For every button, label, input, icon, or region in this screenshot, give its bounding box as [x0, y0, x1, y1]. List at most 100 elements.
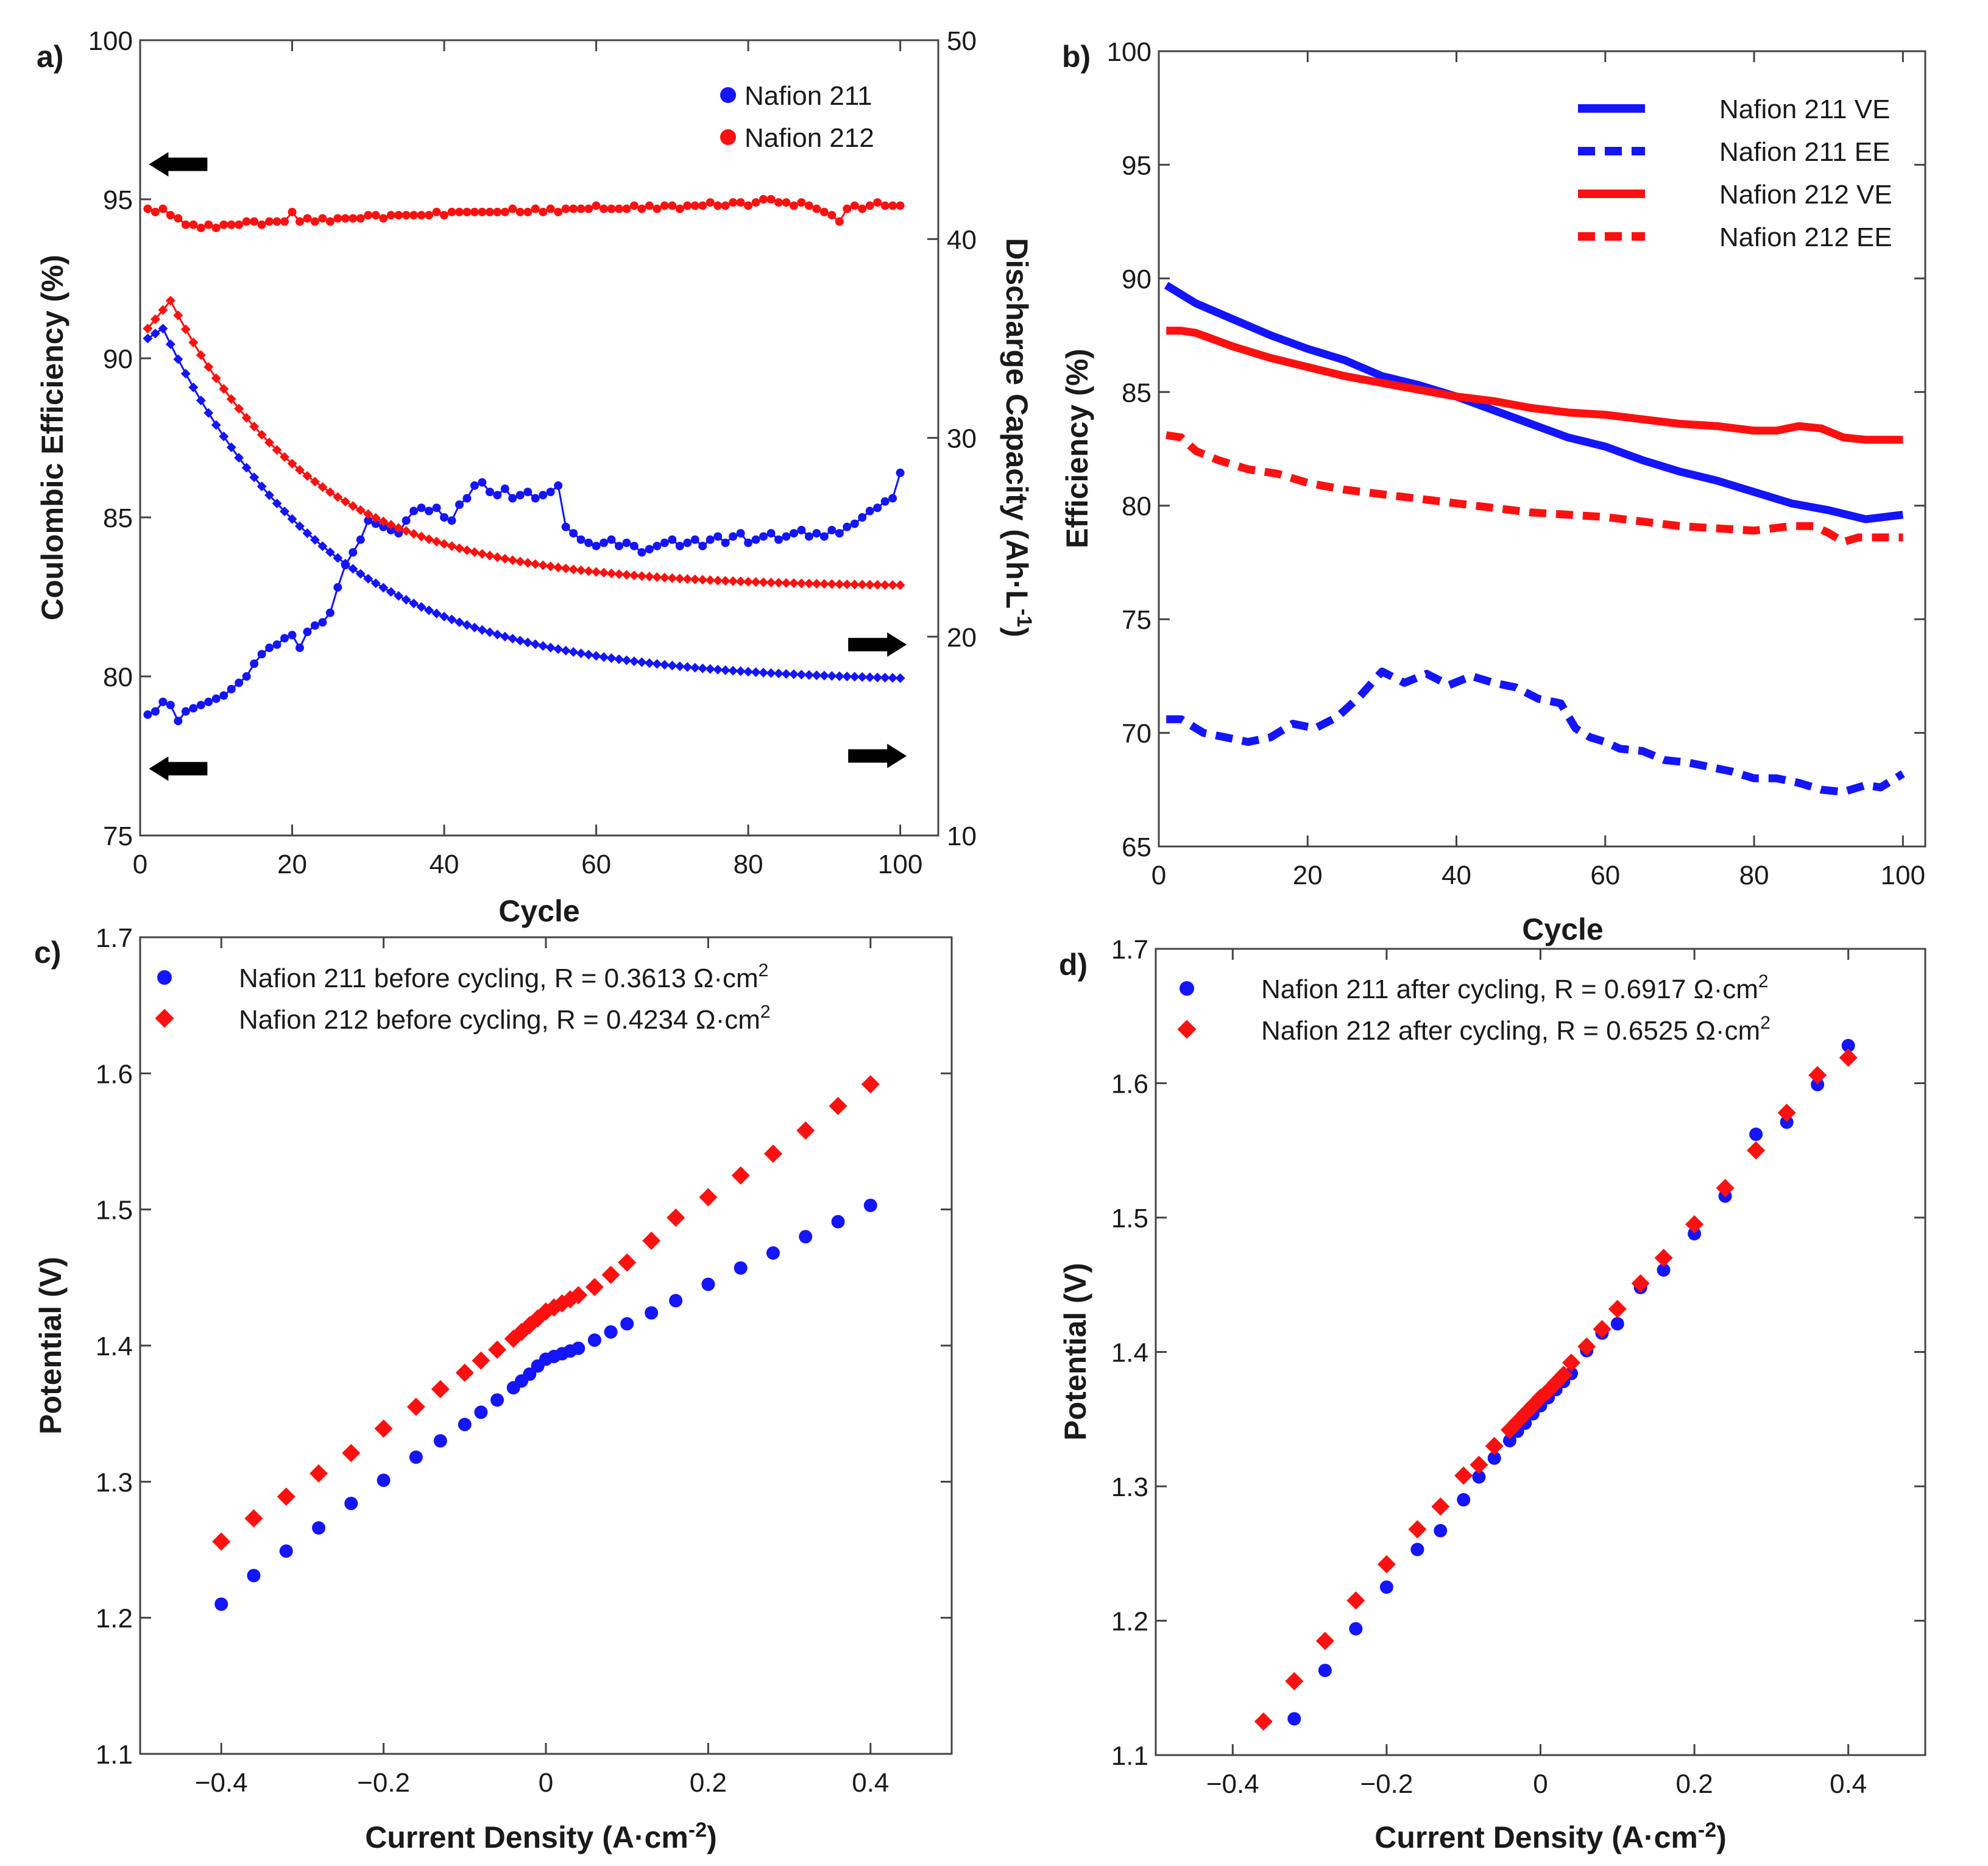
data-point [508, 204, 517, 213]
data-point [1749, 1127, 1763, 1141]
legend-label-nafion-212-ee: Nafion 212 EE [1719, 222, 1892, 252]
data-point [280, 506, 290, 517]
data-point [751, 535, 760, 544]
data-point [173, 310, 183, 321]
data-point [317, 541, 328, 552]
data-point [234, 453, 244, 463]
data-point [561, 645, 571, 656]
arrow-left-icon [149, 152, 208, 177]
data-point [303, 627, 312, 636]
data-point [256, 430, 267, 440]
data-point [523, 637, 533, 648]
data-point [277, 1487, 295, 1506]
data-point [629, 541, 638, 550]
data-point [249, 421, 260, 431]
data-point [713, 664, 723, 675]
y-tick-label: 1.3 [96, 1467, 133, 1497]
data-point [447, 207, 456, 216]
data-point [401, 595, 411, 605]
panel-a-axis-arrows [149, 152, 907, 781]
data-point [796, 1121, 815, 1140]
data-point [234, 403, 244, 414]
data-point [181, 707, 190, 716]
data-point [850, 519, 859, 528]
data-point [1577, 1337, 1596, 1356]
data-point [1431, 1497, 1450, 1516]
y-tick-label: 90 [1122, 264, 1151, 294]
y-tick-label: 1.4 [1111, 1338, 1148, 1368]
data-point [744, 201, 753, 210]
data-point [227, 220, 236, 229]
data-point [280, 217, 289, 226]
panel-d-plot-area [1254, 1038, 1858, 1731]
x-tick-label: −0.2 [1360, 1769, 1413, 1799]
legend-label-nafion-212-before: Nafion 212 before cycling, R = 0.4234 Ω·… [239, 1002, 771, 1035]
data-point [539, 491, 548, 500]
data-point [256, 481, 267, 492]
data-point [668, 201, 677, 210]
data-point [880, 580, 890, 590]
data-point [219, 691, 228, 700]
data-point [622, 204, 631, 213]
panel-d-frame [1155, 948, 1926, 1756]
data-point [310, 621, 319, 630]
data-point [244, 1509, 263, 1528]
data-point [333, 553, 343, 563]
data-point [1287, 1712, 1301, 1726]
data-point [698, 663, 708, 673]
data-point [219, 220, 228, 229]
data-point [469, 622, 479, 633]
data-point [189, 704, 198, 713]
data-point [629, 656, 639, 667]
data-point [370, 513, 381, 523]
panel-c-xlabel: Current Density (A·cm-2) [365, 1818, 717, 1854]
data-point [493, 207, 502, 216]
panel-b-ticks: 0 20 40 60 80 100 65 70 75 80 85 90 95 100 [1107, 37, 1925, 890]
data-point [1811, 1077, 1825, 1091]
data-point [834, 579, 844, 589]
data-point [333, 214, 342, 223]
data-point [1349, 1622, 1363, 1636]
data-point [843, 204, 852, 213]
data-point [204, 697, 213, 706]
data-point [888, 580, 898, 591]
panel-d-legend: Nafion 211 after cycling, R = 0.6917 Ω·c… [1177, 971, 1770, 1046]
panel-d-label: d) [1059, 948, 1088, 982]
data-point [227, 684, 236, 694]
panel-c-label: c) [34, 935, 61, 970]
data-point [424, 605, 434, 615]
data-point [796, 670, 807, 680]
data-point [378, 516, 389, 527]
data-point [674, 573, 685, 584]
data-point [455, 543, 464, 553]
data-point [214, 1597, 228, 1611]
data-point [683, 201, 692, 210]
data-point [302, 528, 313, 538]
data-point [374, 1419, 393, 1438]
y-tick-label: 80 [1122, 492, 1151, 522]
data-point [720, 576, 730, 586]
y-tick-label: 95 [103, 185, 133, 215]
data-point [576, 648, 586, 659]
x-tick-label: 40 [1441, 860, 1471, 890]
x-tick-label: 100 [1881, 860, 1925, 890]
data-point [576, 535, 585, 544]
data-point [858, 513, 867, 522]
data-point [470, 207, 479, 216]
data-point [431, 1380, 450, 1399]
data-point [759, 667, 769, 678]
data-point [150, 707, 160, 716]
data-point [774, 535, 783, 544]
data-point [675, 541, 684, 550]
data-point [490, 1393, 504, 1407]
data-point [653, 204, 662, 213]
data-point [743, 576, 754, 587]
data-point [431, 608, 442, 619]
y-tick-label: 100 [88, 26, 133, 56]
data-point [355, 569, 366, 579]
x-tick-label: 20 [277, 850, 307, 879]
data-point [1562, 1353, 1581, 1372]
data-point [458, 1417, 472, 1431]
y-tick-label: 1.5 [96, 1196, 133, 1226]
y-tick-label: 1.5 [1111, 1204, 1148, 1233]
